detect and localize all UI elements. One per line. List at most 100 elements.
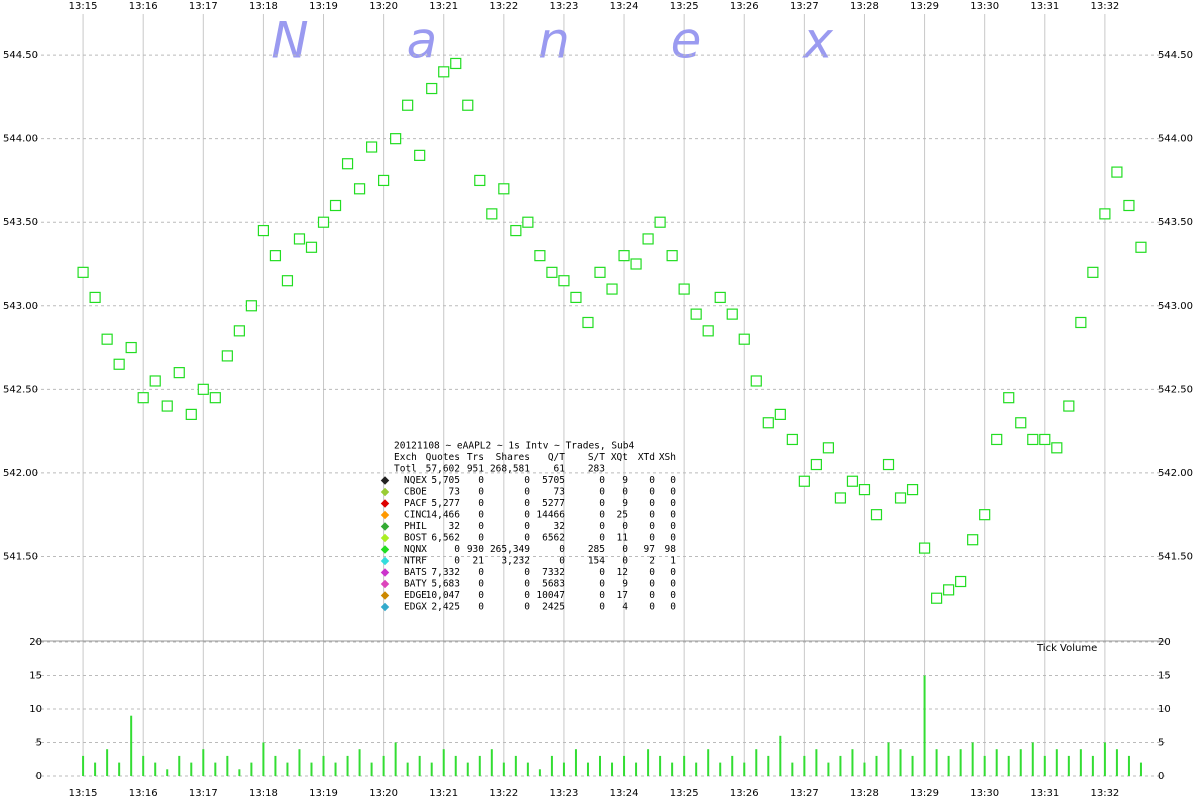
- table-cell: 3,232: [501, 556, 530, 567]
- table-cell: 0: [599, 498, 605, 509]
- table-cell: Trs: [467, 452, 484, 463]
- trade-marker: [594, 266, 606, 278]
- trade-marker: [786, 433, 798, 446]
- volume-bar: [1067, 755, 1070, 776]
- trade-marker: [438, 66, 450, 78]
- trade-marker: [870, 509, 883, 521]
- x-tick-label: 13:19: [309, 1, 338, 12]
- x-tick-label: 13:31: [1030, 788, 1059, 799]
- volume-bar: [1103, 742, 1106, 776]
- trade-marker: [89, 291, 101, 304]
- trade-marker: [822, 442, 835, 454]
- x-tick-label: 13:28: [850, 788, 879, 799]
- trade-marker: [257, 224, 270, 237]
- x-tick-label: 13:30: [970, 788, 999, 799]
- trade-marker: [209, 392, 221, 404]
- table-cell: 5,705: [431, 475, 460, 486]
- table-cell: 0: [524, 498, 530, 509]
- table-cell: 0: [622, 556, 628, 567]
- table-cell: 6,562: [431, 533, 460, 544]
- trade-marker: [474, 174, 486, 187]
- volume-bar: [262, 742, 265, 776]
- volume-bar: [1043, 755, 1046, 776]
- volume-bar: [839, 755, 842, 776]
- y-tick-label: 544.50: [3, 50, 38, 61]
- volume-bar: [1127, 755, 1130, 776]
- table-cell: 0: [649, 567, 655, 578]
- exchange-marker: [380, 591, 390, 600]
- table-cell: 12: [617, 567, 628, 578]
- table-cell: 97: [644, 544, 655, 555]
- y-tick-label: 0: [1158, 771, 1164, 782]
- y-tick-label: 15: [29, 671, 42, 682]
- volume-bar: [659, 755, 662, 776]
- y-tick-label: 542.50: [3, 384, 38, 395]
- volume-bar: [647, 749, 650, 776]
- volume-bar: [526, 762, 529, 776]
- exchange-marker: [380, 579, 390, 589]
- trade-marker: [654, 216, 666, 228]
- trade-marker: [774, 408, 786, 420]
- volume-bar: [82, 755, 85, 776]
- table-cell: 0: [478, 590, 484, 601]
- trade-marker: [137, 392, 149, 404]
- table-cell: 0: [454, 544, 460, 555]
- x-tick-label: 13:17: [189, 1, 218, 12]
- trade-marker: [1003, 392, 1015, 404]
- y-tick-label: 542.00: [1158, 468, 1193, 479]
- volume-bar: [370, 762, 373, 776]
- volume-bar: [827, 762, 830, 776]
- table-cell: CINC: [404, 510, 427, 521]
- volume-bar: [514, 755, 517, 776]
- x-tick-label: 13:18: [249, 788, 278, 799]
- table-cell: 0: [622, 487, 628, 498]
- x-tick-label: 13:28: [850, 1, 879, 12]
- table-cell: Shares: [496, 452, 530, 463]
- trade-marker: [329, 199, 342, 212]
- x-tick-label: 13:24: [610, 788, 639, 799]
- volume-bar: [538, 769, 541, 776]
- table-cell: 0: [599, 521, 605, 532]
- volume-bar: [851, 749, 854, 776]
- x-tick-label: 13:30: [970, 1, 999, 12]
- y-tick-label: 544.00: [1158, 134, 1193, 145]
- y-tick-label: 541.50: [1158, 551, 1193, 562]
- volume-bar: [683, 755, 686, 776]
- volume-bar: [202, 749, 205, 776]
- table-cell: 6562: [542, 533, 565, 544]
- table-cell: 0: [478, 602, 484, 613]
- trade-marker: [798, 475, 810, 487]
- trade-marker: [955, 575, 967, 588]
- table-cell: 0: [478, 567, 484, 578]
- trade-marker: [293, 233, 306, 245]
- volume-bar: [394, 742, 397, 776]
- volume-bar: [731, 755, 734, 776]
- y-tick-label: 5: [36, 738, 42, 749]
- table-cell: 0: [599, 487, 605, 498]
- trade-marker: [702, 325, 714, 337]
- volume-bar: [911, 755, 914, 776]
- table-cell: 73: [554, 487, 565, 498]
- trade-marker: [305, 241, 318, 253]
- x-tick-label: 13:19: [309, 788, 338, 799]
- volume-bar: [767, 755, 770, 776]
- volume-bar: [106, 749, 109, 776]
- volume-bar: [442, 749, 445, 776]
- trade-marker: [678, 283, 690, 295]
- volume-bar: [490, 749, 493, 776]
- table-cell: 283: [588, 464, 605, 475]
- volume-bar: [599, 755, 601, 776]
- trade-marker: [894, 492, 907, 504]
- x-tick-label: 13:23: [550, 1, 579, 12]
- table-cell: 0: [670, 602, 676, 613]
- table-cell: 11: [617, 533, 629, 544]
- table-cell: 57,602: [426, 464, 460, 475]
- table-cell: 0: [599, 590, 605, 601]
- exchange-marker: [380, 556, 390, 566]
- volume-bar: [478, 755, 481, 776]
- y-tick-label: 20: [1158, 637, 1171, 648]
- trade-marker: [906, 483, 919, 496]
- trade-marker: [546, 266, 558, 278]
- trade-marker: [991, 433, 1003, 446]
- table-cell: 9: [622, 579, 628, 590]
